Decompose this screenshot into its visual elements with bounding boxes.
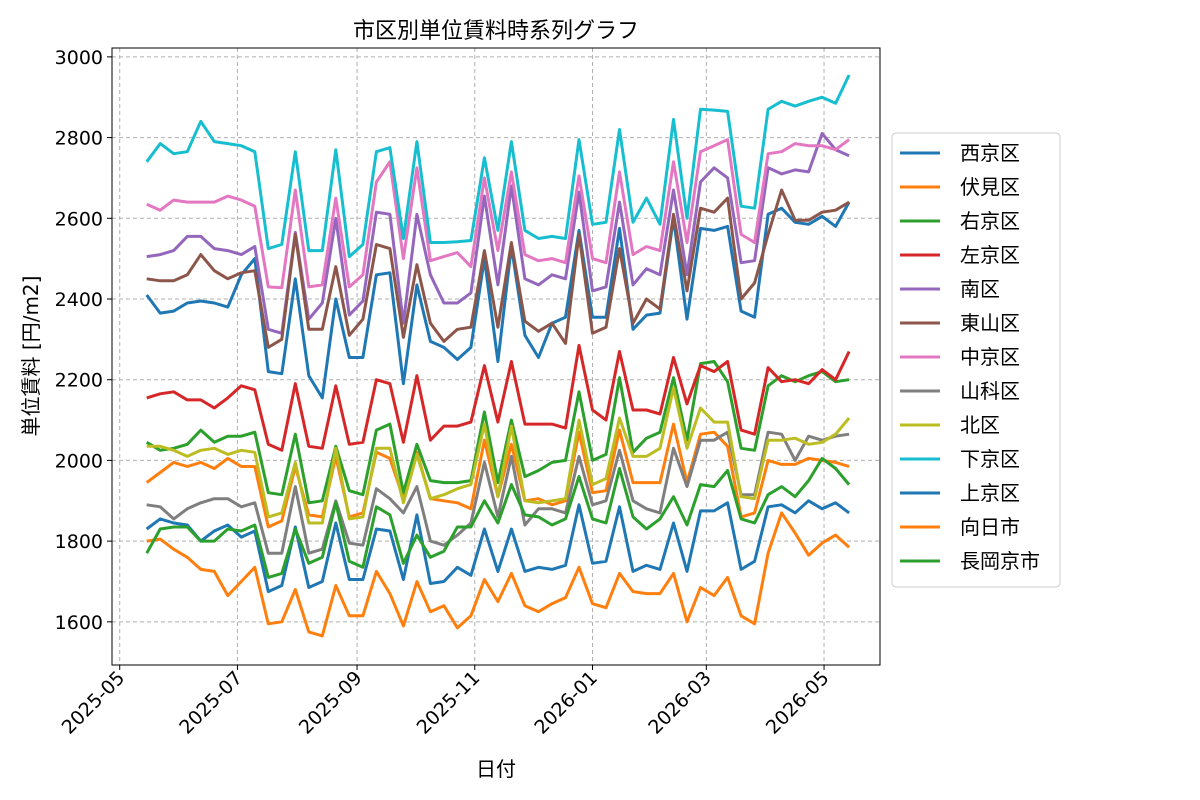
series-line [145, 456, 851, 579]
legend-box [891, 132, 1061, 588]
legend-label: 右京区 [960, 209, 1020, 233]
series-line [146, 138, 850, 290]
y-tick-label: 2800 [55, 128, 103, 150]
series-line [146, 511, 851, 638]
y-tick-label: 3000 [55, 47, 103, 69]
series-line [146, 132, 850, 335]
y-tick-label: 2000 [55, 450, 103, 472]
legend-label: 東山区 [960, 311, 1020, 335]
x-tick-label: 2026-03 [644, 667, 716, 739]
legend-label: 北区 [960, 413, 1000, 437]
legend-label: 長岡京市 [960, 549, 1040, 573]
y-tick-label: 1800 [55, 531, 103, 553]
series-line [145, 499, 850, 594]
series-line [146, 188, 850, 349]
x-tick-label: 2025-05 [58, 667, 130, 739]
legend-label: 中京区 [960, 345, 1020, 369]
x-tick-label: 2026-05 [762, 667, 834, 739]
series-line [146, 343, 851, 452]
series-line [145, 74, 851, 259]
chart-title: 市区別単位賃料時系列グラフ [353, 19, 639, 44]
y-tick-label: 2600 [55, 208, 103, 230]
series-line [145, 201, 851, 400]
legend-label: 南区 [960, 277, 1000, 301]
legend-label: 伏見区 [960, 175, 1020, 199]
x-tick-label: 2026-01 [530, 667, 602, 739]
legend-label: 西京区 [960, 141, 1020, 165]
legend-label: 向日市 [960, 515, 1020, 539]
legend-label: 下京区 [960, 447, 1020, 471]
x-tick-label: 2025-09 [295, 667, 367, 739]
legend-label: 山科区 [960, 379, 1020, 403]
series-line [146, 386, 851, 525]
x-tick-label: 2025-11 [413, 667, 485, 739]
plot-frame [111, 47, 881, 666]
legend-label: 左京区 [960, 243, 1020, 267]
series-line [145, 360, 850, 505]
x-tick-label: 2025-07 [175, 667, 247, 739]
y-tick-label: 2400 [55, 289, 103, 311]
y-tick-label: 1600 [55, 612, 103, 634]
legend-label: 上京区 [960, 481, 1020, 505]
y-axis-label: 単位賃料 [円/m2] [19, 276, 43, 437]
y-tick-label: 2200 [55, 370, 103, 392]
x-axis-label: 日付 [476, 757, 516, 781]
